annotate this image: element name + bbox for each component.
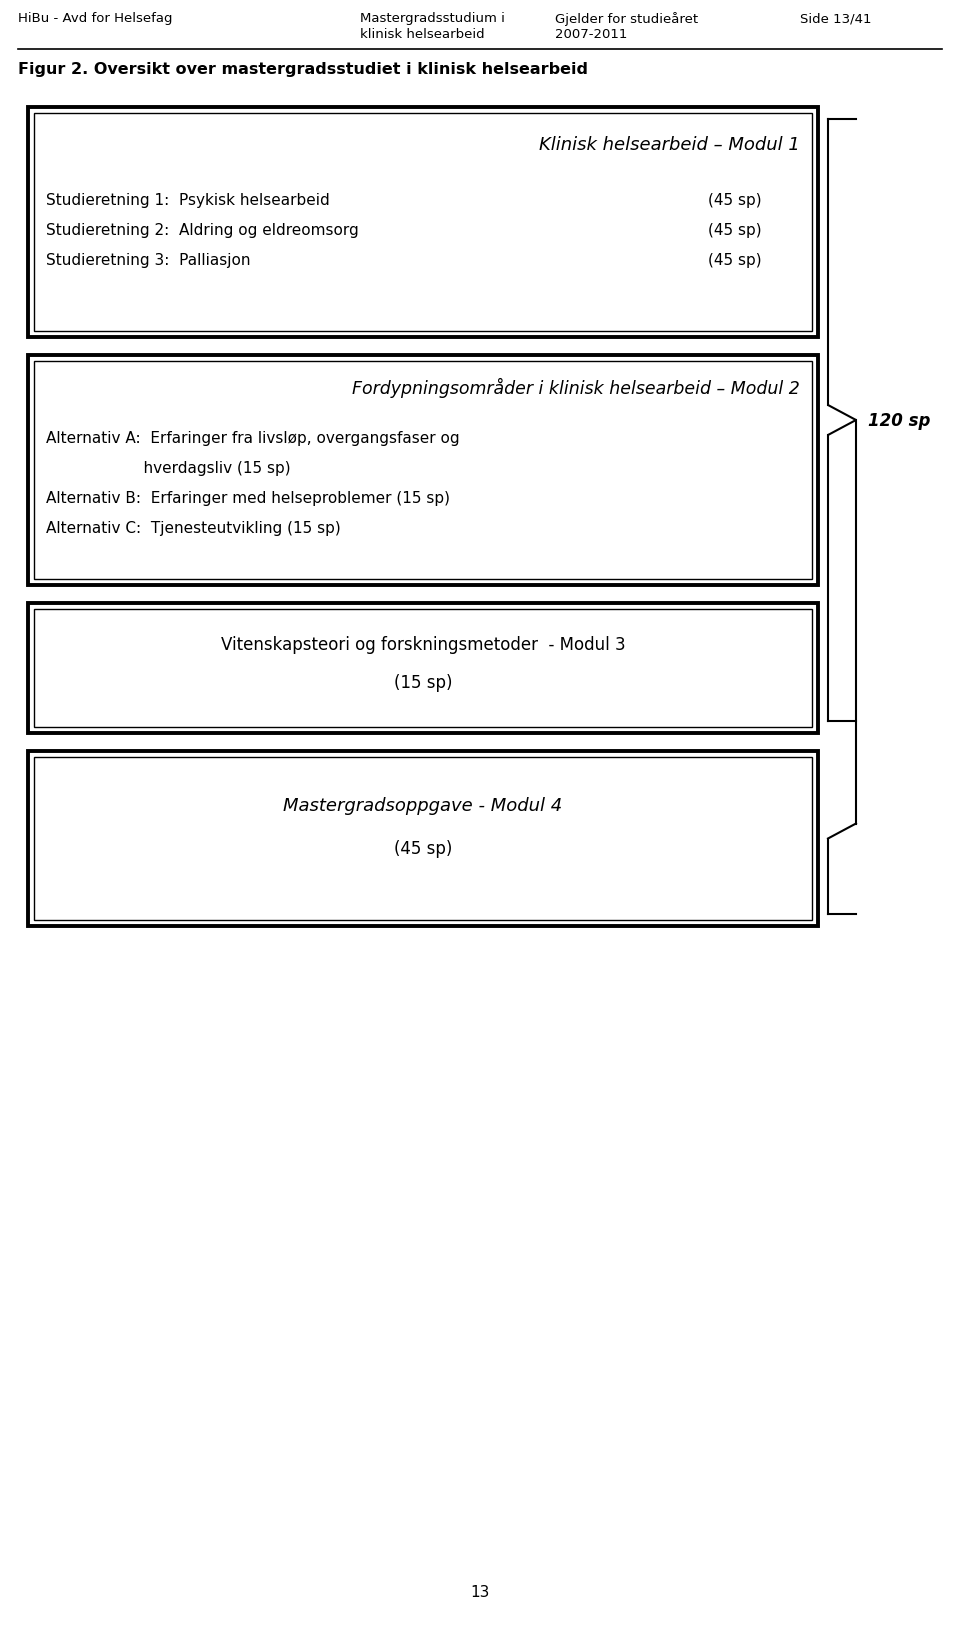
Text: Alternativ A:  Erfaringer fra livsløp, overgangsfaser og: Alternativ A: Erfaringer fra livsløp, ov…: [46, 430, 460, 445]
Text: Alternativ B:  Erfaringer med helseproblemer (15 sp): Alternativ B: Erfaringer med helseproble…: [46, 491, 450, 505]
Text: 2007-2011: 2007-2011: [555, 28, 628, 41]
Text: Mastergradsstudium i: Mastergradsstudium i: [360, 11, 505, 24]
Text: Studieretning 2:  Aldring og eldreomsorg: Studieretning 2: Aldring og eldreomsorg: [46, 223, 359, 238]
Bar: [28, 603, 818, 734]
Text: Studieretning 3:  Palliasjon: Studieretning 3: Palliasjon: [46, 253, 251, 267]
Text: Klinisk helsearbeid – Modul 1: Klinisk helsearbeid – Modul 1: [540, 135, 800, 153]
Text: klinisk helsearbeid: klinisk helsearbeid: [360, 28, 485, 41]
Text: (45 sp): (45 sp): [708, 223, 761, 238]
Text: Studieretning 1:  Psykisk helsearbeid: Studieretning 1: Psykisk helsearbeid: [46, 192, 329, 209]
Text: Figur 2. Oversikt over mastergradsstudiet i klinisk helsearbeid: Figur 2. Oversikt over mastergradsstudie…: [18, 62, 588, 77]
Text: (15 sp): (15 sp): [394, 673, 452, 691]
Text: (45 sp): (45 sp): [394, 839, 452, 857]
Bar: [34, 610, 812, 727]
Text: HiBu - Avd for Helsefag: HiBu - Avd for Helsefag: [18, 11, 173, 24]
Text: Vitenskapsteori og forskningsmetoder  - Modul 3: Vitenskapsteori og forskningsmetoder - M…: [221, 636, 625, 654]
Text: hverdagsliv (15 sp): hverdagsliv (15 sp): [46, 461, 291, 476]
Bar: [34, 362, 812, 580]
Bar: [34, 758, 812, 921]
Bar: [28, 355, 818, 585]
Text: (45 sp): (45 sp): [708, 192, 761, 209]
Bar: [28, 108, 818, 337]
Text: Mastergradsoppgave - Modul 4: Mastergradsoppgave - Modul 4: [283, 797, 563, 815]
Text: Side 13/41: Side 13/41: [800, 11, 872, 24]
Bar: [34, 114, 812, 333]
Bar: [28, 751, 818, 926]
Text: Gjelder for studieåret: Gjelder for studieåret: [555, 11, 698, 26]
Text: 120 sp: 120 sp: [868, 412, 930, 430]
Text: Fordypningsområder i klinisk helsearbeid – Modul 2: Fordypningsområder i klinisk helsearbeid…: [352, 378, 800, 398]
Text: (45 sp): (45 sp): [708, 253, 761, 267]
Text: Alternativ C:  Tjenesteutvikling (15 sp): Alternativ C: Tjenesteutvikling (15 sp): [46, 520, 341, 536]
Text: 13: 13: [470, 1584, 490, 1599]
